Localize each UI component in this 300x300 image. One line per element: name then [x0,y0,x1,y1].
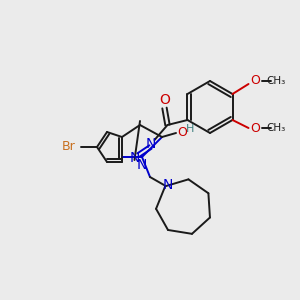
Text: O: O [250,74,260,88]
Text: N: N [145,137,156,151]
Text: O: O [159,93,170,107]
Text: N: N [137,158,147,172]
Text: H: H [186,124,194,134]
Text: N: N [129,151,140,165]
Text: O: O [250,122,260,134]
Text: CH₃: CH₃ [266,76,285,86]
Text: O: O [177,127,187,140]
Text: Br: Br [62,140,76,154]
Text: CH₃: CH₃ [266,123,285,133]
Text: N: N [163,178,173,192]
